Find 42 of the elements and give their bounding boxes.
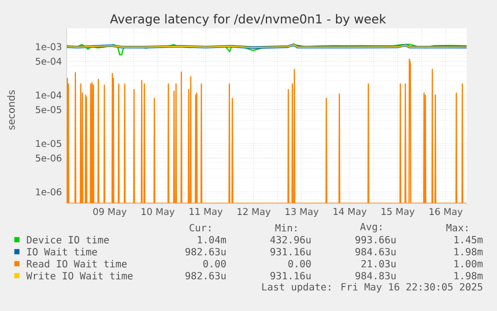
legend-label: IO Wait time <box>27 248 97 256</box>
legend-label: Write IO Wait time <box>26 272 133 280</box>
text: 982.63u <box>185 272 226 280</box>
text: Min: <box>275 224 296 232</box>
text: 0.00 <box>203 260 226 268</box>
y-tick-label: 1e-06 <box>36 188 62 196</box>
text: Max: <box>446 224 468 232</box>
x-tick-label: 11 May <box>190 208 222 217</box>
x-tick-label: 13 May <box>286 208 318 217</box>
text: Last update: Fri May 16 22:30:05 2025 <box>262 282 482 292</box>
legend-label: Device IO time <box>26 236 109 244</box>
text: 931.16u <box>270 248 311 256</box>
y-tick-label: 1e-05 <box>36 140 62 147</box>
x-tick-label: 14 May <box>334 208 366 217</box>
text: 21.03u <box>362 260 396 268</box>
text: 1.98m <box>454 272 483 280</box>
y-axis-title: seconds <box>7 90 15 130</box>
x-tick-label: 10 May <box>142 208 174 217</box>
text: 1.00m <box>454 260 483 268</box>
x-tick-label: 16 May <box>430 208 462 217</box>
x-tick-label: 09 May <box>93 208 126 217</box>
y-tick-label: 5e-05 <box>36 106 62 114</box>
y-tick-label: 1e-03 <box>36 43 62 50</box>
text: 931.16u <box>270 272 311 280</box>
text: 984.83u <box>355 272 396 280</box>
y-tick-label: 5e-06 <box>36 154 62 162</box>
text: Avg: <box>360 223 382 232</box>
text: 432.96u <box>270 236 311 244</box>
x-tick-label: 15 May <box>382 208 414 217</box>
legend-label: Read IO Wait time <box>26 260 127 268</box>
text: 1.04m <box>198 236 226 244</box>
text: 1.45m <box>454 236 483 244</box>
text: 982.63u <box>185 248 226 256</box>
text: Cur: <box>190 224 210 232</box>
x-tick-label: 12 May <box>238 208 270 217</box>
text: 0.00 <box>288 260 311 268</box>
chart-title: Average latency for /dev/nvme0n1 - by week <box>110 14 386 26</box>
text: 993.66u <box>355 236 396 244</box>
y-tick-label: 1e-04 <box>36 92 62 99</box>
y-tick-label: 5e-04 <box>36 58 62 65</box>
text: 984.63u <box>355 248 396 256</box>
text: 1.98m <box>454 248 483 256</box>
